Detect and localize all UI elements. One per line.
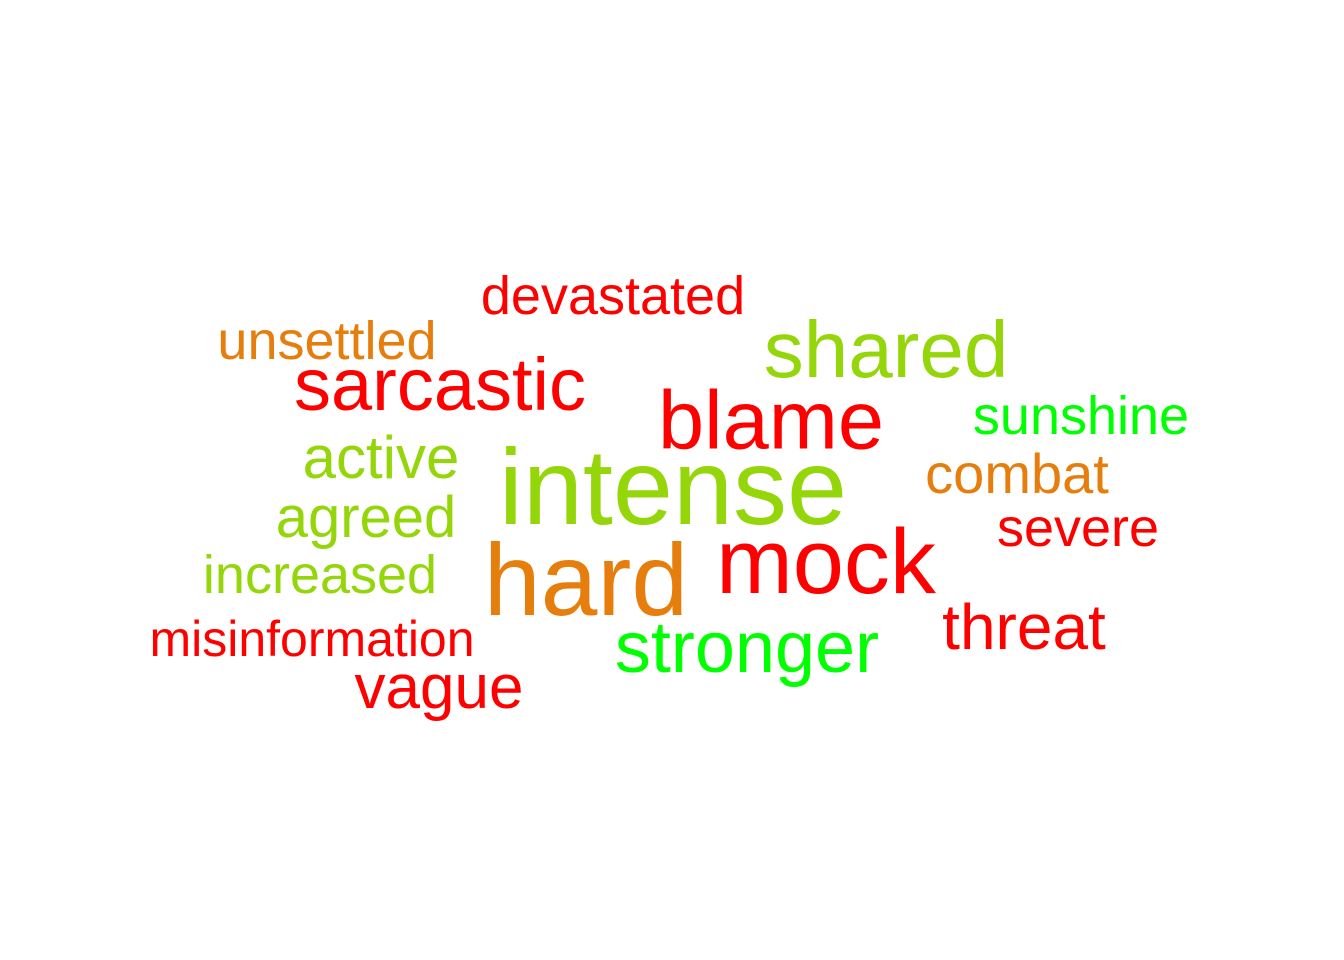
word-misinformation: misinformation bbox=[149, 611, 475, 667]
word-unsettled: unsettled bbox=[217, 311, 437, 371]
word-sunshine: sunshine bbox=[972, 386, 1190, 446]
word-vague: vague bbox=[354, 653, 524, 722]
word-devastated: devastated bbox=[480, 266, 746, 326]
word-severe: severe bbox=[996, 498, 1160, 558]
word-sarcastic: sarcastic bbox=[294, 343, 586, 426]
word-intense: intense bbox=[498, 426, 848, 547]
word-blame: blame bbox=[657, 373, 885, 467]
word-stronger: stronger bbox=[614, 608, 880, 688]
word-threat: threat bbox=[942, 591, 1106, 663]
word-combat: combat bbox=[925, 442, 1109, 505]
word-shared: shared bbox=[763, 305, 1009, 394]
word-agreed: agreed bbox=[275, 485, 457, 550]
word-increased: increased bbox=[202, 545, 438, 605]
word-hard: hard bbox=[483, 523, 689, 637]
word-mock: mock bbox=[716, 511, 936, 613]
word-active: active bbox=[302, 424, 460, 491]
